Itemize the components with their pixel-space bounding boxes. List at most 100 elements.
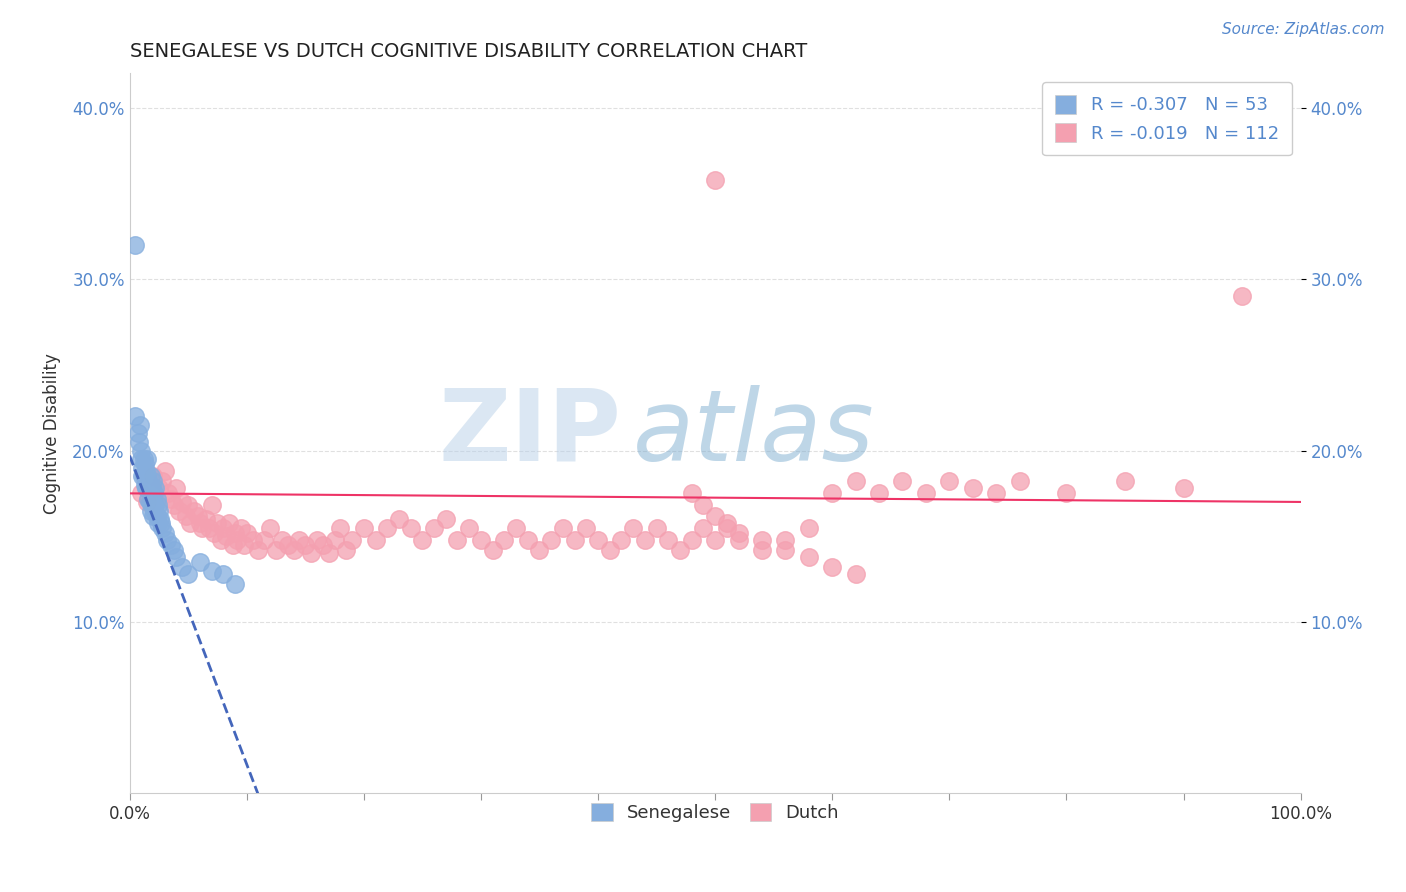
Point bbox=[136, 475, 159, 489]
Point bbox=[516, 533, 538, 547]
Point bbox=[143, 486, 166, 500]
Point bbox=[186, 508, 208, 523]
Point bbox=[986, 486, 1008, 500]
Point bbox=[1054, 486, 1077, 500]
Point bbox=[775, 533, 797, 547]
Point bbox=[177, 566, 200, 581]
Point bbox=[194, 512, 217, 526]
Point bbox=[188, 516, 211, 530]
Point bbox=[1230, 289, 1253, 303]
Point bbox=[692, 521, 714, 535]
Point bbox=[146, 499, 169, 513]
Point bbox=[423, 521, 446, 535]
Point bbox=[299, 546, 322, 560]
Point bbox=[136, 491, 159, 506]
Point bbox=[149, 512, 172, 526]
Point bbox=[163, 499, 186, 513]
Point bbox=[183, 503, 205, 517]
Point bbox=[127, 426, 149, 441]
Point bbox=[134, 478, 156, 492]
Point bbox=[564, 533, 586, 547]
Point bbox=[277, 538, 299, 552]
Point bbox=[129, 443, 152, 458]
Point bbox=[797, 549, 820, 564]
Point bbox=[132, 452, 155, 467]
Point bbox=[259, 521, 281, 535]
Point bbox=[150, 516, 173, 530]
Point bbox=[146, 516, 169, 530]
Point bbox=[481, 543, 503, 558]
Point bbox=[388, 512, 411, 526]
Point bbox=[505, 521, 527, 535]
Point bbox=[167, 503, 190, 517]
Point bbox=[294, 538, 316, 552]
Point bbox=[305, 533, 328, 547]
Point bbox=[138, 495, 160, 509]
Point bbox=[845, 475, 868, 489]
Point bbox=[138, 478, 160, 492]
Point bbox=[142, 491, 165, 506]
Point bbox=[124, 237, 146, 252]
Point bbox=[150, 521, 173, 535]
Point bbox=[364, 533, 387, 547]
Point bbox=[136, 495, 159, 509]
Point bbox=[224, 525, 246, 540]
Point bbox=[716, 521, 738, 535]
Point bbox=[727, 525, 749, 540]
Point bbox=[681, 486, 703, 500]
Point bbox=[270, 533, 292, 547]
Point bbox=[915, 486, 938, 500]
Point bbox=[202, 525, 225, 540]
Point bbox=[129, 417, 152, 432]
Point bbox=[143, 481, 166, 495]
Point bbox=[221, 538, 243, 552]
Point bbox=[434, 512, 457, 526]
Point bbox=[141, 481, 163, 495]
Point bbox=[153, 464, 176, 478]
Point bbox=[200, 499, 222, 513]
Point bbox=[529, 543, 551, 558]
Point bbox=[938, 475, 960, 489]
Point bbox=[329, 521, 352, 535]
Point bbox=[135, 464, 157, 478]
Point bbox=[148, 503, 170, 517]
Point bbox=[704, 533, 727, 547]
Point bbox=[411, 533, 433, 547]
Point bbox=[226, 533, 249, 547]
Point bbox=[132, 469, 155, 483]
Point bbox=[375, 521, 398, 535]
Point bbox=[142, 469, 165, 483]
Point bbox=[191, 521, 214, 535]
Point bbox=[134, 457, 156, 471]
Point bbox=[318, 546, 340, 560]
Point bbox=[586, 533, 609, 547]
Point bbox=[142, 508, 165, 523]
Point bbox=[669, 543, 692, 558]
Point bbox=[868, 486, 890, 500]
Point bbox=[751, 543, 773, 558]
Legend: Senegalese, Dutch: Senegalese, Dutch bbox=[578, 790, 852, 835]
Point bbox=[323, 533, 346, 547]
Point bbox=[575, 521, 598, 535]
Point bbox=[692, 499, 714, 513]
Point bbox=[1114, 475, 1136, 489]
Point bbox=[551, 521, 574, 535]
Point bbox=[212, 566, 235, 581]
Point bbox=[657, 533, 679, 547]
Point bbox=[610, 533, 633, 547]
Point bbox=[139, 503, 162, 517]
Point bbox=[288, 533, 311, 547]
Point bbox=[135, 481, 157, 495]
Point bbox=[716, 516, 738, 530]
Point bbox=[177, 499, 200, 513]
Point bbox=[174, 508, 197, 523]
Point bbox=[681, 533, 703, 547]
Text: atlas: atlas bbox=[633, 384, 875, 482]
Point bbox=[159, 491, 181, 506]
Point bbox=[264, 543, 287, 558]
Point bbox=[124, 409, 146, 424]
Point bbox=[179, 516, 201, 530]
Point bbox=[494, 533, 516, 547]
Point bbox=[214, 529, 236, 543]
Point bbox=[188, 555, 211, 569]
